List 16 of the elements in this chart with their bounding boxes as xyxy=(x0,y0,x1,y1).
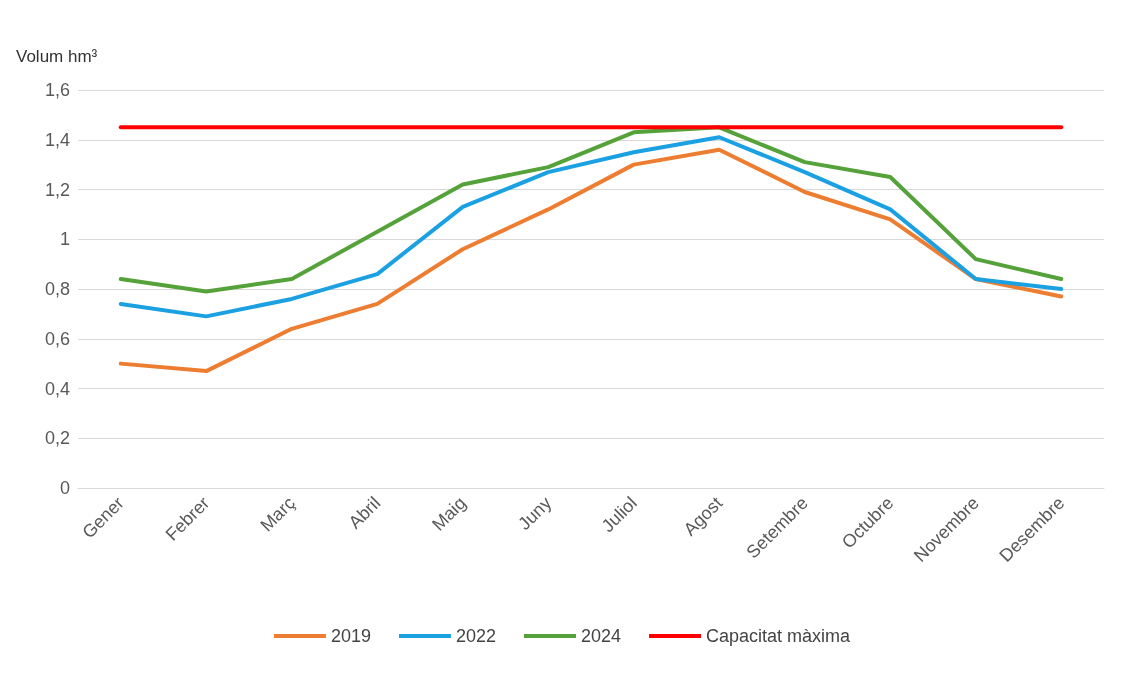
y-tick-label: 1,6 xyxy=(44,80,70,100)
y-tick-label: 1,4 xyxy=(44,129,70,150)
legend-label: 2019 xyxy=(330,626,371,646)
y-tick-label: 1,2 xyxy=(44,179,70,200)
y-tick-label: 0,2 xyxy=(44,428,70,449)
y-axis-title: Volum hm³ xyxy=(16,47,98,66)
legend-label: 2022 xyxy=(455,626,496,646)
y-tick-label: 0,8 xyxy=(44,279,70,299)
legend-label: Capacitat màxima xyxy=(706,626,852,646)
y-tick-label: 1 xyxy=(59,229,70,250)
y-tick-label: 0,4 xyxy=(44,378,70,399)
y-tick-label: 0,6 xyxy=(44,328,70,349)
legend-label: 2024 xyxy=(581,626,622,646)
line-series xyxy=(118,135,1064,319)
line-series xyxy=(118,147,1064,374)
y-tick-label: 0 xyxy=(59,478,70,498)
